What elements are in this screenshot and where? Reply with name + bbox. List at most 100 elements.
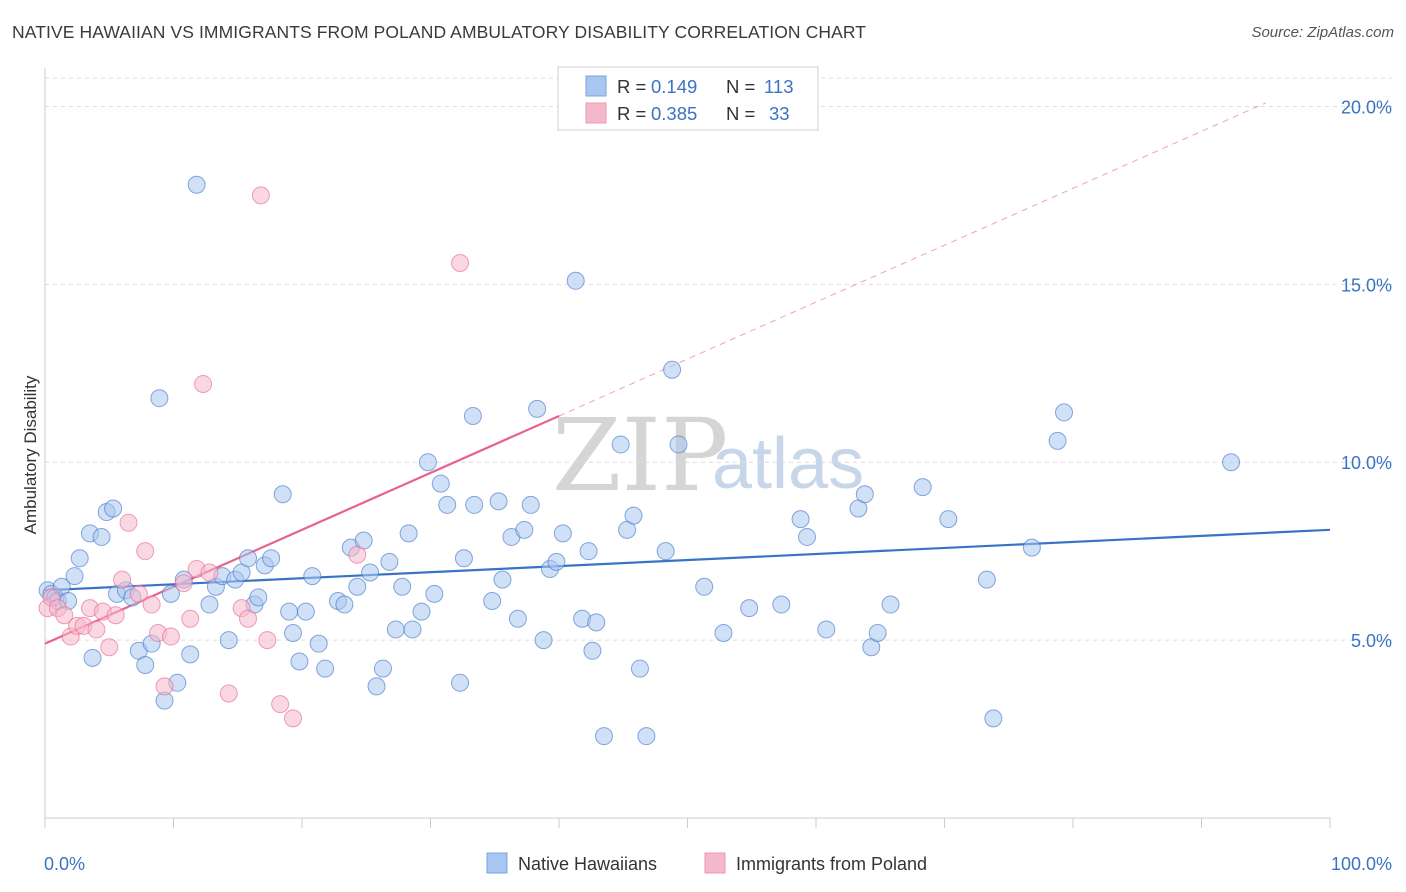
x-tick-label: 0.0% — [44, 854, 85, 874]
legend-n-label-1: N = — [726, 76, 755, 97]
point-native-hawaiians — [630, 659, 649, 678]
point-native-hawaiians — [367, 677, 386, 696]
point-native-hawaiians — [454, 549, 473, 568]
point-native-hawaiians — [262, 549, 281, 568]
trend-lines — [44, 102, 1331, 645]
point-native-hawaiians — [187, 175, 206, 194]
point-native-hawaiians — [463, 406, 482, 425]
point-native-hawaiians — [200, 595, 219, 614]
point-native-hawaiians — [393, 577, 412, 596]
point-native-hawaiians — [303, 567, 322, 586]
point-native-hawaiians — [489, 492, 508, 511]
legend-n-value-1: 113 — [764, 76, 794, 97]
point-native-hawaiians — [695, 577, 714, 596]
point-native-hawaiians — [296, 602, 315, 621]
point-native-hawaiians — [239, 549, 258, 568]
point-native-hawaiians — [136, 656, 155, 675]
point-native-hawaiians — [386, 620, 405, 639]
point-native-hawaiians — [150, 389, 169, 408]
point-native-hawaiians — [817, 620, 836, 639]
point-native-hawaiians — [663, 360, 682, 379]
point-native-hawaiians — [493, 570, 512, 589]
point-native-hawaiians — [249, 588, 268, 607]
point-native-hawaiians — [1222, 453, 1241, 472]
point-native-hawaiians — [1055, 403, 1074, 422]
axes — [44, 68, 1331, 828]
point-native-hawaiians — [361, 563, 380, 582]
point-native-hawaiians — [161, 584, 180, 603]
point-native-hawaiians — [92, 527, 111, 546]
point-native-hawaiians — [547, 552, 566, 571]
point-immigrants-poland — [113, 570, 132, 589]
point-immigrants-poland — [142, 595, 161, 614]
trend-line-0 — [44, 528, 1331, 592]
point-immigrants-poland — [155, 677, 174, 696]
point-native-hawaiians — [855, 485, 874, 504]
point-immigrants-poland — [239, 609, 258, 628]
bottom-legend-swatch-hawaiians — [486, 852, 508, 874]
point-native-hawaiians — [280, 602, 299, 621]
point-native-hawaiians — [418, 453, 437, 472]
watermark-atlas: atlas — [712, 424, 864, 504]
point-native-hawaiians — [740, 599, 759, 618]
bottom-legend: Native Hawaiians Immigrants from Poland — [486, 852, 927, 874]
point-immigrants-poland — [451, 254, 470, 272]
point-native-hawaiians — [335, 595, 354, 614]
y-tick-label: 5.0% — [1351, 631, 1392, 651]
point-native-hawaiians — [515, 520, 534, 539]
point-native-hawaiians — [714, 624, 733, 642]
point-immigrants-poland — [174, 574, 193, 593]
chart-title: NATIVE HAWAIIAN VS IMMIGRANTS FROM POLAN… — [12, 22, 867, 42]
point-immigrants-poland — [100, 638, 119, 657]
point-native-hawaiians — [553, 524, 572, 543]
y-tick-labels: 5.0% 10.0% 15.0% 20.0% — [1341, 97, 1392, 651]
point-native-hawaiians — [984, 709, 1003, 728]
point-native-hawaiians — [913, 478, 932, 497]
point-native-hawaiians — [624, 506, 643, 525]
y-axis-title: Ambulatory Disability — [21, 375, 40, 534]
point-native-hawaiians — [181, 645, 200, 664]
legend-r-label-2: R = — [617, 103, 646, 124]
point-native-hawaiians — [881, 595, 900, 614]
point-native-hawaiians — [1022, 538, 1041, 557]
y-tick-label: 20.0% — [1341, 97, 1392, 117]
point-native-hawaiians — [508, 609, 527, 628]
point-immigrants-poland — [161, 627, 180, 646]
point-native-hawaiians — [534, 631, 553, 650]
point-native-hawaiians — [438, 495, 457, 514]
point-immigrants-poland — [55, 606, 74, 625]
legend-n-label-2: N = — [726, 103, 755, 124]
point-immigrants-poland — [87, 620, 106, 639]
point-native-hawaiians — [772, 595, 791, 614]
legend-r-label-1: R = — [617, 76, 646, 97]
legend: R = 0.149 N = 113 R = 0.385 N = 33 — [557, 66, 819, 131]
point-native-hawaiians — [425, 584, 444, 603]
point-immigrants-poland — [136, 542, 155, 561]
point-native-hawaiians — [939, 510, 958, 529]
point-immigrants-poland — [271, 695, 290, 714]
bottom-legend-label-hawaiians: Native Hawaiians — [518, 854, 657, 874]
point-native-hawaiians — [791, 510, 810, 529]
point-immigrants-poland — [194, 374, 213, 393]
point-native-hawaiians — [977, 570, 996, 589]
trend-extension-1 — [558, 102, 1266, 417]
point-native-hawaiians — [528, 399, 547, 418]
point-native-hawaiians — [483, 591, 502, 610]
bottom-legend-swatch-poland — [704, 852, 726, 874]
legend-n-value-2: 33 — [769, 103, 790, 124]
y-tick-label: 10.0% — [1341, 453, 1392, 473]
point-native-hawaiians — [348, 577, 367, 596]
point-native-hawaiians — [583, 641, 602, 660]
point-native-hawaiians — [309, 634, 328, 653]
point-native-hawaiians — [587, 613, 606, 632]
legend-swatch-poland — [585, 102, 607, 124]
y-tick-label: 15.0% — [1341, 275, 1392, 295]
point-native-hawaiians — [284, 624, 303, 642]
legend-r-value-1: 0.149 — [651, 76, 697, 97]
point-native-hawaiians — [273, 485, 292, 504]
point-native-hawaiians — [594, 727, 613, 746]
point-native-hawaiians — [637, 727, 656, 746]
point-native-hawaiians — [403, 620, 422, 639]
point-native-hawaiians — [465, 495, 484, 514]
